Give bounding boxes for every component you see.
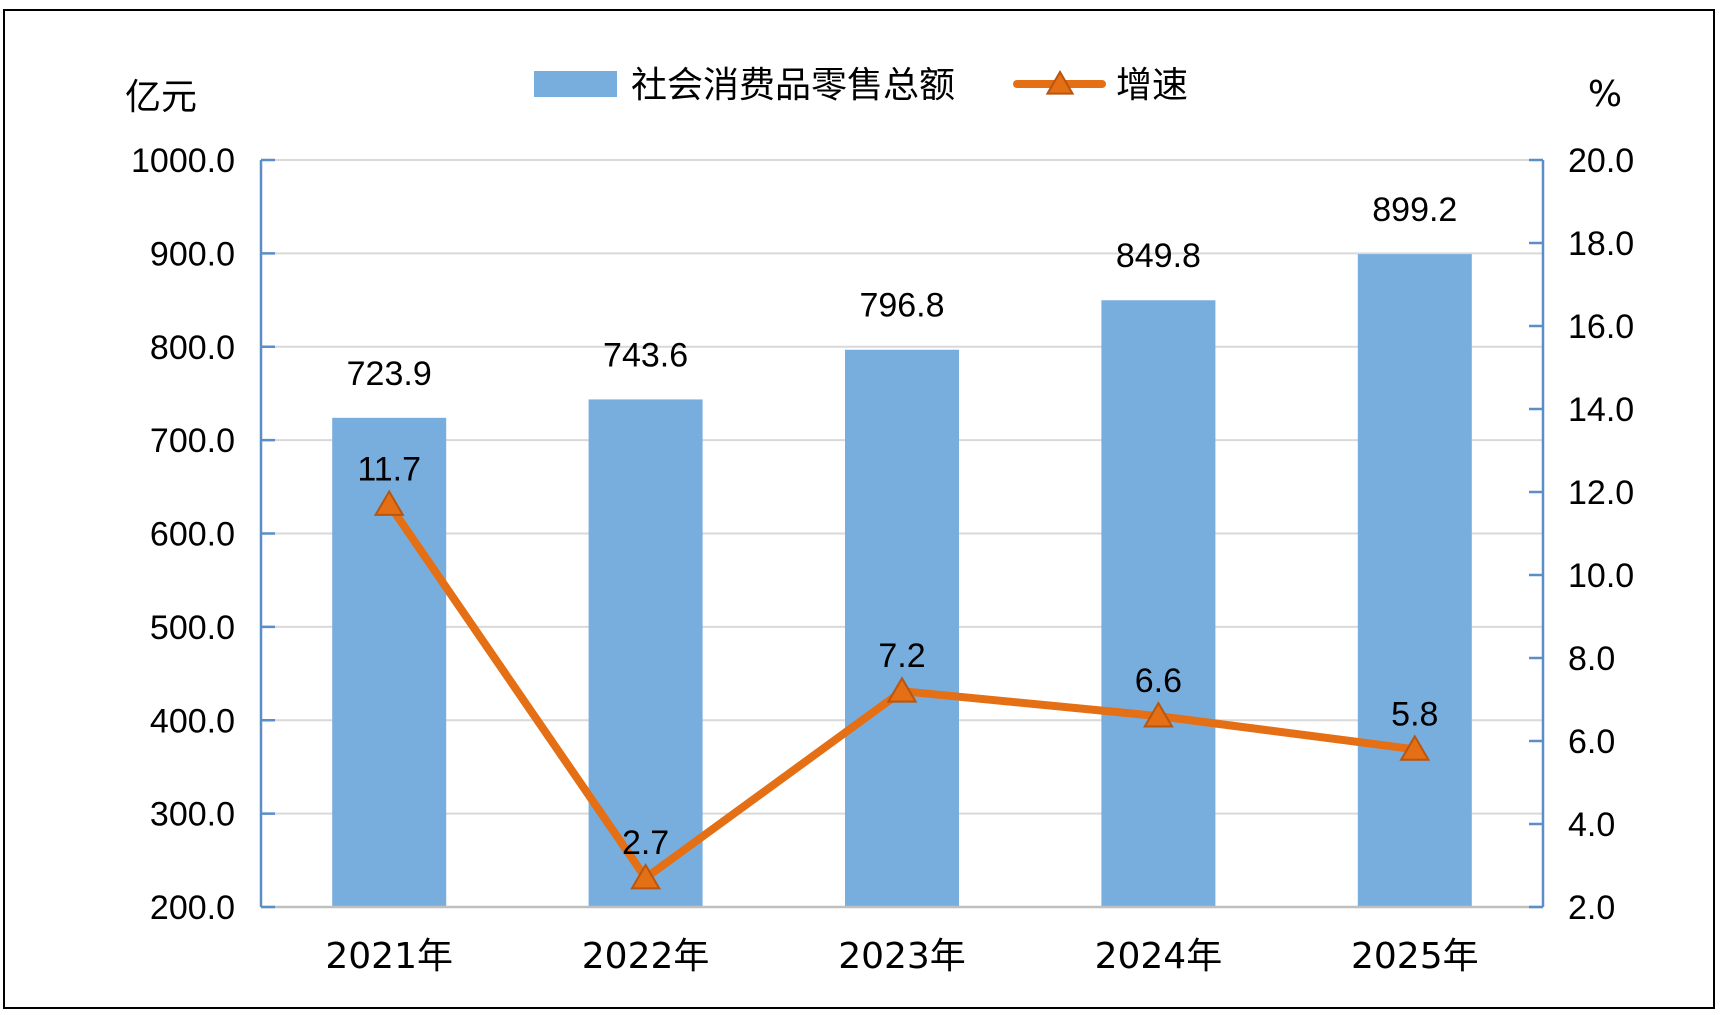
- bar: [845, 349, 959, 907]
- line-value-label: 11.7: [357, 450, 421, 488]
- line-value-label: 2.7: [622, 824, 669, 862]
- right-tick-label: 2.0: [1568, 889, 1615, 927]
- right-axis-unit: %: [1588, 74, 1622, 115]
- category-label: 2021年: [325, 936, 453, 977]
- bar-series: [332, 254, 1472, 907]
- bar-value-label: 796.8: [859, 287, 944, 325]
- left-axis-unit: 亿元: [125, 77, 197, 118]
- right-tick-label: 14.0: [1568, 391, 1634, 429]
- right-tick-label: 4.0: [1568, 806, 1615, 844]
- triangle-marker: [886, 676, 918, 703]
- left-tick-label: 500.0: [150, 609, 235, 647]
- category-label: 2025年: [1351, 936, 1479, 977]
- left-tick-label: 600.0: [150, 516, 235, 554]
- left-tick-label: 400.0: [150, 702, 235, 740]
- legend-bar-label: 社会消费品零售总额: [631, 65, 955, 106]
- bar: [1101, 300, 1216, 907]
- left-tick-label: 200.0: [150, 889, 235, 927]
- right-tick-label: 20.0: [1568, 142, 1634, 180]
- bar-value-label: 723.9: [347, 355, 432, 393]
- right-tick-label: 6.0: [1568, 723, 1615, 761]
- axes: 200.0 300.0 400.0 500.0 600.0 700.0 800.0 900.0…: [125, 74, 1634, 977]
- right-tick-label: 18.0: [1568, 225, 1634, 263]
- triangle-marker: [1143, 701, 1174, 728]
- line-series: [373, 489, 1431, 890]
- left-tick-label: 300.0: [150, 796, 235, 834]
- chart-frame: 200.0 300.0 400.0 500.0 600.0 700.0 800.0 900.0…: [3, 9, 1715, 1009]
- triangle-marker: [1399, 734, 1431, 761]
- legend-bar-swatch: [534, 71, 617, 97]
- category-label: 2022年: [582, 936, 710, 977]
- chart-svg: 200.0 300.0 400.0 500.0 600.0 700.0 800.0 900.0…: [125, 65, 1634, 977]
- bar-value-label: 899.2: [1372, 191, 1457, 229]
- category-label: 2023年: [838, 936, 966, 977]
- right-tick-label: 10.0: [1568, 557, 1634, 595]
- line-value-label: 7.2: [878, 637, 925, 675]
- left-tick-label: 900.0: [150, 235, 235, 273]
- bar-value-label: 743.6: [603, 336, 688, 374]
- bar-value-label: 849.8: [1116, 237, 1201, 275]
- legend-triangle-marker: [1045, 70, 1075, 95]
- right-tick-label: 8.0: [1568, 640, 1615, 678]
- triangle-marker: [630, 862, 661, 890]
- data-labels: 723.9 743.6 796.8 849.8 899.2 11.7 2.7 7.2 6.6 5.…: [347, 191, 1458, 862]
- right-tick-label: 12.0: [1568, 474, 1634, 512]
- legend: 社会消费品零售总额 增速: [534, 65, 1188, 106]
- left-tick-label: 700.0: [150, 422, 235, 460]
- bar: [1357, 254, 1472, 907]
- left-tick-label: 800.0: [150, 329, 235, 367]
- right-tick-label: 16.0: [1568, 308, 1634, 346]
- triangle-marker: [373, 489, 405, 516]
- line-value-label: 6.6: [1135, 662, 1182, 700]
- category-label: 2024年: [1095, 936, 1223, 977]
- left-tick-label: 1000.0: [131, 142, 235, 180]
- line-value-label: 5.8: [1391, 695, 1438, 733]
- legend-line-label: 增速: [1116, 65, 1188, 106]
